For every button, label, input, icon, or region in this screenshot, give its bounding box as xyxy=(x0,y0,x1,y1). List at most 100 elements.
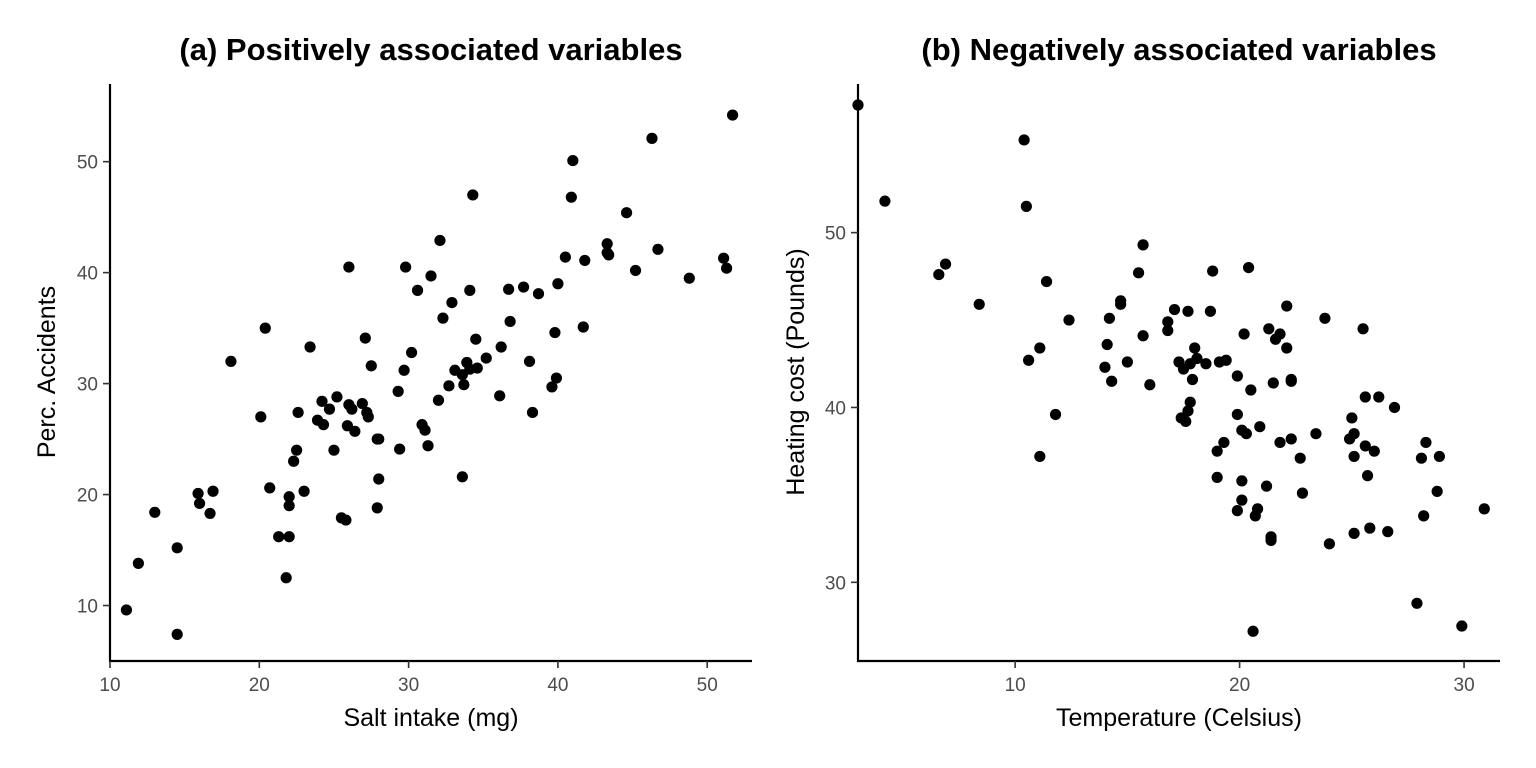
panel-b-y-tick-label: 40 xyxy=(825,398,846,419)
panel-b-data-point xyxy=(1101,338,1113,351)
panel-a-data-point xyxy=(365,360,377,372)
panel-b-title: (b) Negatively associated variables xyxy=(921,32,1436,67)
panel-a-data-point xyxy=(495,341,507,353)
panel-b-data-point xyxy=(1218,436,1230,449)
panel-a-y-label: Perc. Accidents xyxy=(33,286,61,458)
panel-b-x-label: Temperature (Celsius) xyxy=(1056,704,1302,732)
panel-b-data-point xyxy=(1319,312,1331,324)
panel-a-data-point xyxy=(398,364,410,376)
panel-b-data-point xyxy=(1184,396,1196,408)
panel-a-data-point xyxy=(549,326,561,339)
panel-a-y-tick-label: 50 xyxy=(77,153,98,174)
panel-b-data-point xyxy=(1040,275,1053,288)
panel-a-x-tick-label: 30 xyxy=(398,675,419,696)
panel-b-data-point xyxy=(973,298,985,310)
panel-a-data-point xyxy=(405,346,418,359)
panel-a-data-point xyxy=(192,487,204,500)
panel-b-data-point xyxy=(1431,485,1443,497)
panel-b-data-point xyxy=(879,195,891,207)
panel-b-data-point xyxy=(1200,358,1212,370)
panel-b-data-point xyxy=(1182,305,1194,317)
panel-b-data-point xyxy=(1281,342,1293,354)
panel-a-data-point xyxy=(458,379,470,391)
panel-b-y-tick-label: 50 xyxy=(825,224,846,245)
panel-a-data-point xyxy=(288,455,300,467)
panel-a-data-point xyxy=(120,604,133,616)
panel-a-data-point xyxy=(204,507,216,520)
panel-b-data-point xyxy=(1242,261,1255,274)
panel-b-data-point xyxy=(1220,354,1232,366)
panel-a-data-point xyxy=(359,332,371,344)
panel-b: (b) Negatively associated variables 10 20… xyxy=(782,32,1500,732)
panel-b-data-point xyxy=(1294,452,1306,464)
panel-b-data-point xyxy=(1063,314,1075,326)
panel-b-data-point xyxy=(1191,352,1203,365)
panel-b-data-point xyxy=(1415,452,1428,464)
panel-a-data-point xyxy=(331,391,343,403)
panel-a-data-point xyxy=(323,403,336,415)
panel-a-points xyxy=(120,109,739,640)
panel-a-data-point xyxy=(349,425,361,437)
panel-a-data-point xyxy=(225,355,237,368)
panel-a-data-point xyxy=(523,355,536,368)
panel-b-data-point xyxy=(1348,450,1360,463)
panel-a-data-point xyxy=(317,419,330,431)
panel-b-data-point xyxy=(1359,391,1371,403)
panel-b-data-point xyxy=(1348,527,1360,539)
panel-b-data-point xyxy=(1359,440,1371,452)
panel-a-data-point xyxy=(316,395,328,407)
panel-a-data-point xyxy=(193,497,206,510)
panel-a-data-point xyxy=(437,312,449,324)
panel-a-data-point xyxy=(328,444,340,456)
panel-b-data-point xyxy=(1388,401,1401,414)
panel-a-x-tick-label: 10 xyxy=(99,675,120,696)
panel-b-data-point xyxy=(1137,330,1149,342)
panel-a-data-point xyxy=(419,424,431,436)
panel-a-data-point xyxy=(577,321,589,333)
panel-a-data-point xyxy=(646,132,658,144)
panel-a-data-point xyxy=(434,234,446,247)
panel-b-data-point xyxy=(1420,436,1432,449)
panel-a-data-point xyxy=(464,284,476,296)
panel-b-x-tick-label: 20 xyxy=(1229,675,1250,696)
panel-a-y-tick-label: 10 xyxy=(77,597,98,618)
panel-b-data-point xyxy=(1211,445,1223,457)
panel-b-data-point xyxy=(1211,471,1223,484)
panel-a-data-point xyxy=(291,444,303,456)
panel-a-data-point xyxy=(292,406,304,419)
panel-a-x-tick-label: 50 xyxy=(697,675,718,696)
panel-a-data-point xyxy=(567,154,579,167)
panel-a-data-point xyxy=(726,109,739,121)
panel-b-data-point xyxy=(1189,342,1201,354)
panel-a-data-point xyxy=(283,531,295,543)
panel-a-data-point xyxy=(467,189,479,201)
panel-b-data-point xyxy=(1182,405,1194,417)
panel-b-data-point xyxy=(1231,505,1243,517)
panel-b-data-point xyxy=(1357,323,1369,335)
panel-b-data-point xyxy=(1323,538,1335,550)
panel-a-data-point xyxy=(517,281,530,293)
panel-b-data-point xyxy=(1274,436,1286,449)
panel-a-data-point xyxy=(422,440,434,452)
panel-a-data-point xyxy=(620,207,633,219)
panel-a-data-point xyxy=(526,406,539,419)
panel-b-data-point xyxy=(1348,428,1360,440)
panel-b-data-point xyxy=(1245,384,1257,396)
panel-a-data-point xyxy=(494,390,506,402)
panel-a-x-tick-label: 20 xyxy=(249,675,270,696)
panel-a-data-point xyxy=(603,249,615,261)
panel-b-data-point xyxy=(1285,375,1297,387)
panel-a-data-point xyxy=(340,514,352,526)
panel-a-data-point xyxy=(343,261,355,273)
panel-b-data-point xyxy=(1267,377,1279,389)
panel-a-data-point xyxy=(283,500,295,512)
panel-b-data-point xyxy=(1034,342,1046,354)
panel-b-data-point xyxy=(1260,480,1273,492)
panel-b-data-point xyxy=(1231,408,1243,421)
panel-b-x-tick-label: 10 xyxy=(1005,675,1026,696)
panel-b-points xyxy=(852,99,1490,637)
panel-a-data-point xyxy=(373,473,385,485)
panel-b-data-point xyxy=(1364,522,1376,534)
panel-a-y-ticks: 10 20 30 40 50 xyxy=(77,153,110,618)
